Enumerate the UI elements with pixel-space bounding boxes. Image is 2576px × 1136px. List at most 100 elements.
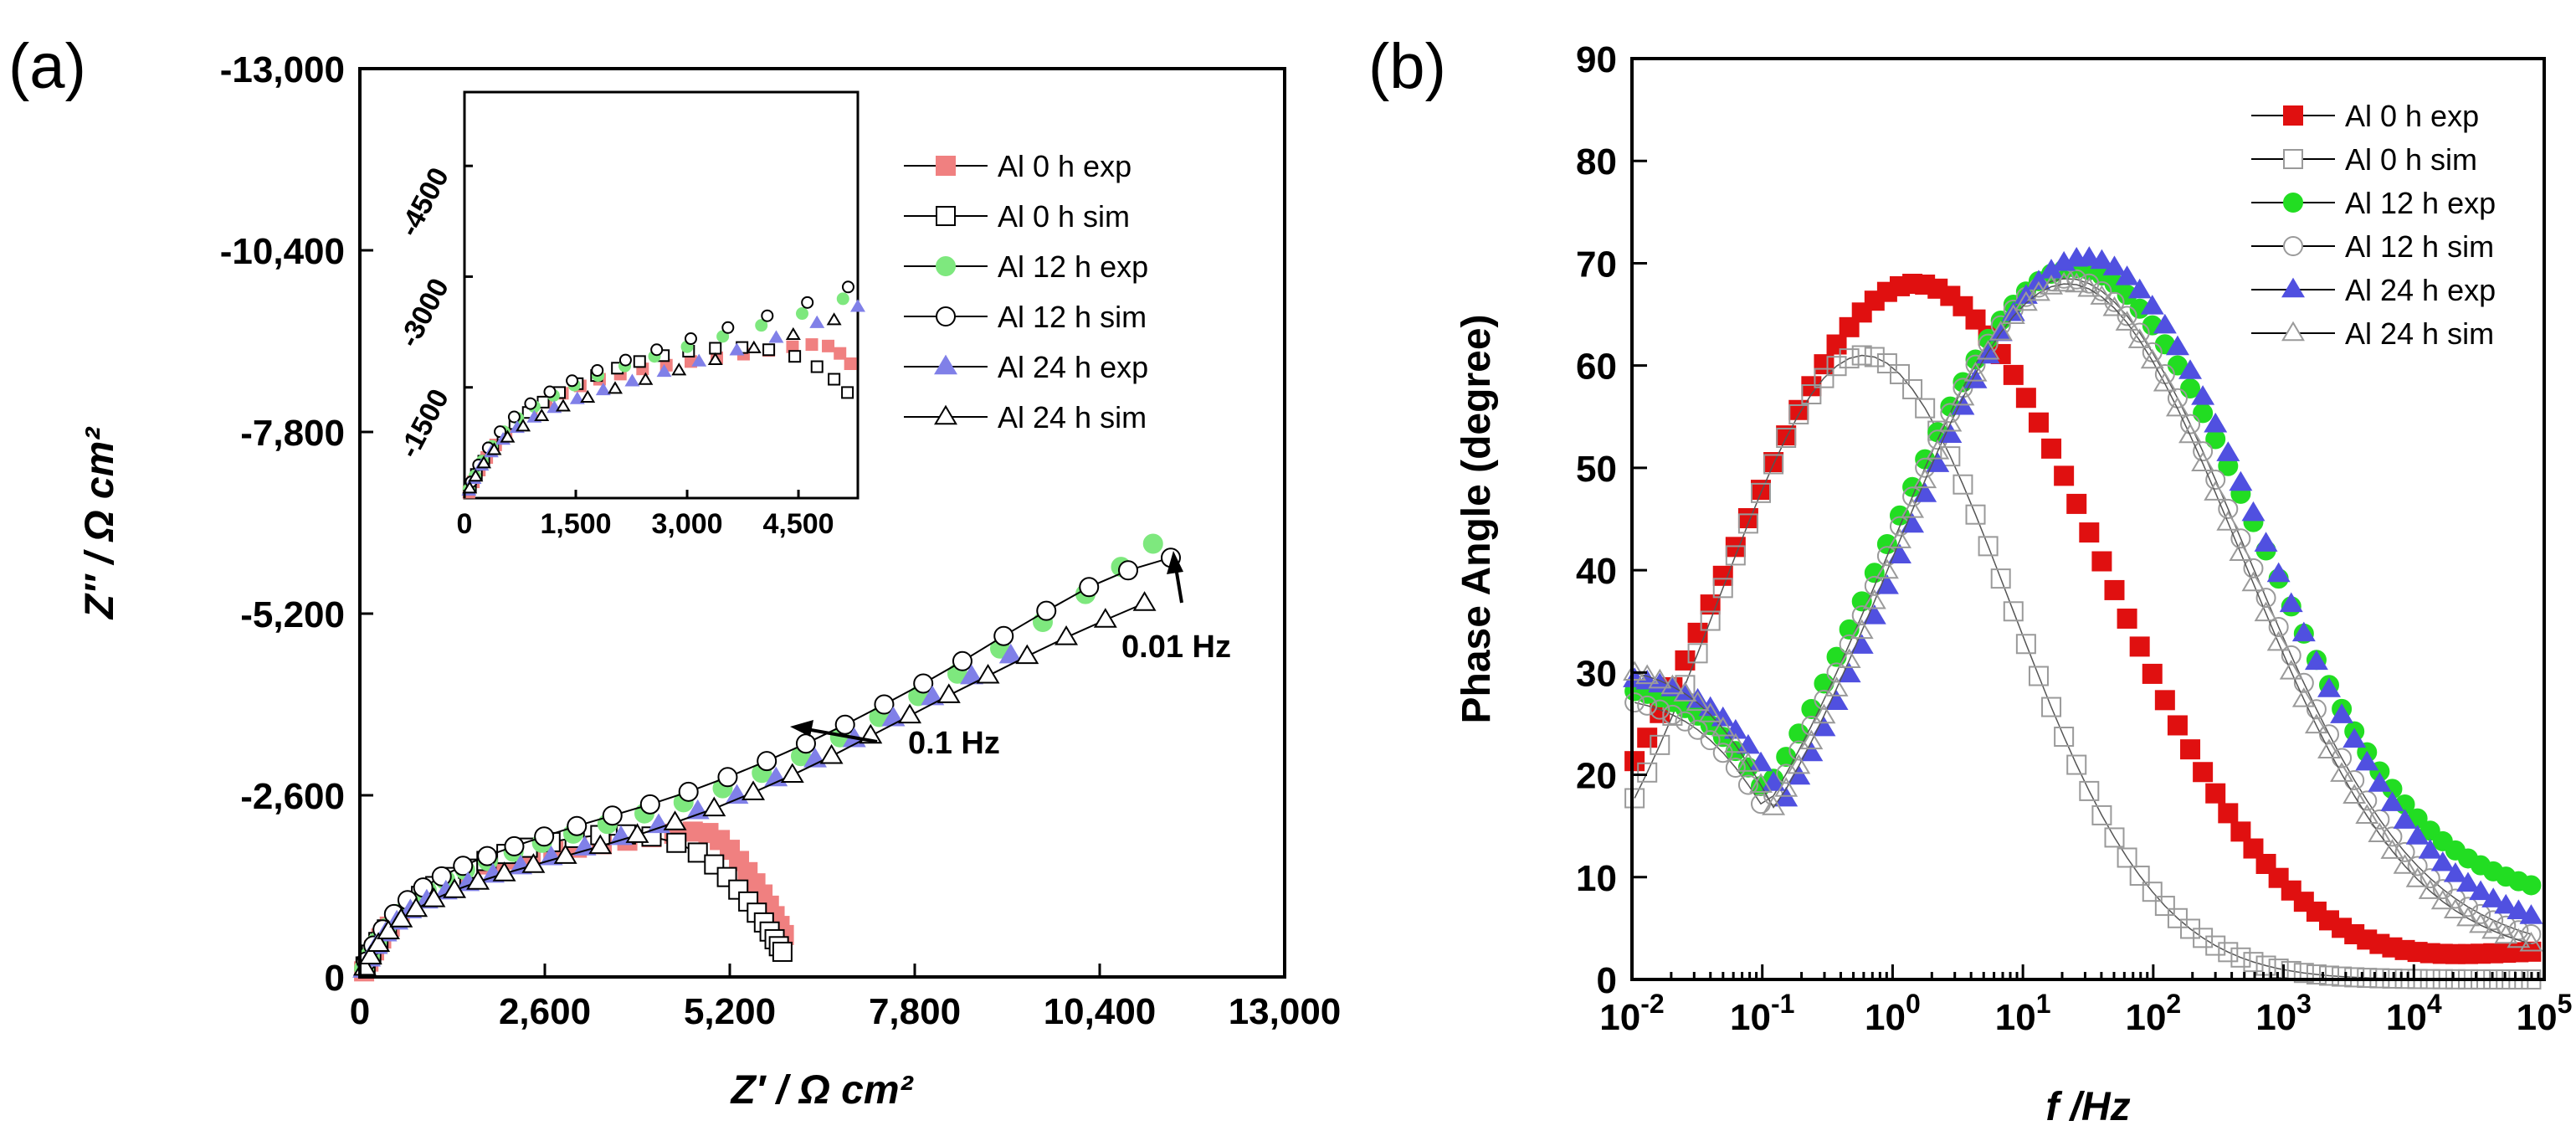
data-point bbox=[2319, 724, 2340, 745]
data-point bbox=[1776, 427, 1797, 448]
data-point bbox=[1814, 368, 1835, 388]
data-point bbox=[1725, 545, 1746, 566]
data-point bbox=[1675, 650, 1696, 671]
legend-label: Al 0 h sim bbox=[2345, 142, 2477, 177]
data-point bbox=[780, 763, 804, 784]
data-point bbox=[2443, 862, 2467, 882]
inset-data-point bbox=[795, 307, 808, 321]
data-point bbox=[1015, 644, 1039, 665]
inset-data-point bbox=[826, 312, 842, 326]
data-point bbox=[2205, 935, 2226, 956]
x-tick-label: 10,400 bbox=[1044, 991, 1157, 1032]
legend-entry: Al 24 h sim bbox=[2251, 316, 2494, 351]
data-point bbox=[1700, 610, 1721, 631]
data-point bbox=[2165, 335, 2189, 356]
data-point bbox=[2090, 285, 2114, 305]
y-tick-label: 70 bbox=[1576, 244, 1617, 285]
series-b-al-0-h-sim bbox=[1624, 345, 2542, 990]
annotation-0-1hz: 0.1 Hz bbox=[790, 720, 1000, 761]
data-point bbox=[2205, 783, 2226, 804]
legend-entry: Al 24 h sim bbox=[904, 400, 1147, 434]
data-point bbox=[2140, 295, 2164, 315]
data-point bbox=[1889, 505, 1910, 526]
inset-data-point bbox=[684, 332, 697, 346]
data-point bbox=[1723, 732, 1747, 753]
data-point bbox=[2418, 839, 2442, 859]
data-point bbox=[572, 835, 597, 856]
panel-a-label: (a) bbox=[8, 31, 86, 102]
data-point bbox=[2104, 291, 2125, 312]
panel-a-nyquist: (a) 0 2,600 5,200 7,800 10,400 13,000 0 -2,600 -… bbox=[8, 31, 1341, 1113]
inset-data-point bbox=[785, 326, 801, 340]
data-point bbox=[1938, 411, 1963, 432]
legend-entry: Al 0 h exp bbox=[904, 149, 1131, 183]
data-point bbox=[1926, 439, 1950, 460]
data-point bbox=[2393, 854, 2417, 874]
data-point bbox=[1889, 363, 1910, 384]
data-point bbox=[2153, 371, 2177, 392]
inset-data-point bbox=[555, 398, 571, 412]
data-point bbox=[367, 932, 391, 953]
legend-entry: Al 0 h sim bbox=[2251, 142, 2477, 177]
data-point bbox=[663, 810, 687, 830]
data-point bbox=[2091, 551, 2112, 572]
x-tick-label: 2,600 bbox=[499, 991, 591, 1032]
data-point bbox=[2230, 947, 2251, 968]
legend-label: Al 24 h sim bbox=[2345, 316, 2494, 351]
data-point bbox=[998, 643, 1023, 664]
data-point bbox=[521, 853, 546, 873]
data-point bbox=[553, 844, 577, 864]
legend-entry: Al 12 h sim bbox=[2251, 229, 2494, 264]
data-point bbox=[2090, 249, 2114, 270]
inset-data-point bbox=[580, 389, 596, 403]
data-point bbox=[1686, 691, 1710, 712]
data-point bbox=[2507, 899, 2531, 920]
data-point bbox=[2218, 942, 2239, 963]
data-point bbox=[2343, 784, 2367, 804]
y-tick-label: 90 bbox=[1576, 39, 1617, 80]
data-point bbox=[2481, 887, 2506, 907]
annotation-0-1hz-arrow bbox=[801, 727, 878, 743]
data-point bbox=[1963, 362, 1988, 382]
data-point bbox=[2193, 762, 2214, 783]
data-point bbox=[2304, 650, 2328, 671]
inset-data-point bbox=[462, 481, 478, 494]
inset-data-marks bbox=[461, 280, 865, 499]
data-point bbox=[1725, 758, 1746, 779]
data-point bbox=[1902, 378, 1923, 399]
y-tick-label: 50 bbox=[1576, 449, 1617, 490]
data-point bbox=[1637, 695, 1658, 716]
data-point bbox=[1938, 423, 1963, 443]
data-point bbox=[1700, 730, 1721, 751]
data-point bbox=[2407, 856, 2428, 876]
data-point bbox=[976, 663, 1000, 684]
data-point bbox=[874, 694, 895, 715]
data-point bbox=[834, 714, 855, 735]
data-point bbox=[2418, 879, 2442, 899]
inset-data-point bbox=[608, 381, 623, 394]
data-point bbox=[2306, 699, 2327, 720]
inset-data-point bbox=[850, 299, 865, 312]
data-point bbox=[1687, 643, 1708, 664]
data-point bbox=[1774, 777, 1799, 797]
data-point bbox=[2254, 601, 2278, 622]
data-point bbox=[678, 781, 699, 802]
data-point bbox=[2077, 246, 2101, 266]
inset-x-tick-label: 3,000 bbox=[651, 508, 722, 540]
series-a-al-24-h-sim bbox=[352, 591, 1157, 976]
x-tick-label-base: 10 bbox=[1730, 997, 1771, 1038]
data-point bbox=[443, 878, 467, 898]
inset-data-point bbox=[801, 296, 814, 309]
x-tick-label-base: 10 bbox=[1599, 997, 1640, 1038]
panel-b-bode-phase: (b) 10-2 10-1 100 101 102 103 104 1050102030405… bbox=[1368, 31, 2572, 1129]
inset-data-point bbox=[709, 342, 722, 355]
data-point bbox=[453, 856, 474, 876]
series-inset-al-24-h-sim bbox=[462, 312, 842, 494]
x-tick-label: 0 bbox=[350, 991, 370, 1032]
legend-entry: Al 24 h exp bbox=[904, 350, 1148, 384]
data-point bbox=[2319, 965, 2340, 986]
y-tick-label: 30 bbox=[1576, 653, 1617, 694]
data-point bbox=[602, 805, 623, 826]
data-point bbox=[1624, 788, 1645, 809]
data-point bbox=[2430, 889, 2455, 910]
